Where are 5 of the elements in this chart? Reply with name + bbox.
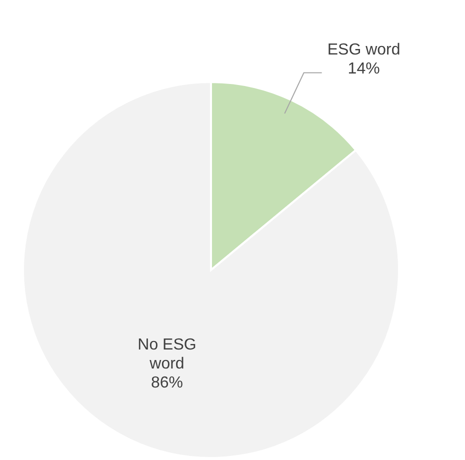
pie-slice [22, 81, 400, 459]
slice-label: No ESG word [138, 336, 196, 373]
data-label: 86% [150, 374, 183, 392]
slice-label: ESG word [327, 41, 400, 58]
data-label: 14% [348, 60, 380, 78]
